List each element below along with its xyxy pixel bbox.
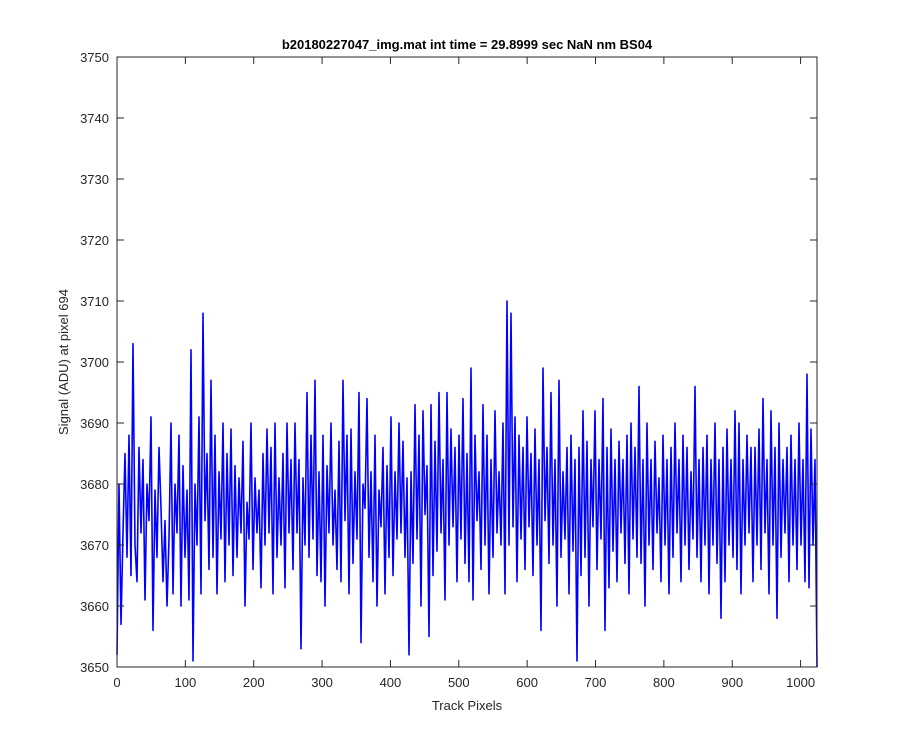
x-tick-label: 700	[585, 675, 607, 690]
y-axis-label: Signal (ADU) at pixel 694	[56, 289, 71, 435]
x-tick-label: 500	[448, 675, 470, 690]
x-tick-label: 300	[311, 675, 333, 690]
ticks-layer: 0 100 200 300 400 500 600 700 800 900 1000 3650 3660…	[80, 50, 817, 690]
x-tick-label: 600	[516, 675, 538, 690]
series-line-0	[116, 300, 818, 668]
y-tick-label: 3740	[80, 111, 109, 126]
x-tick-label: 1000	[786, 675, 815, 690]
y-tick-label: 3680	[80, 477, 109, 492]
y-tick-label: 3720	[80, 233, 109, 248]
series-layer	[116, 300, 818, 668]
chart-title: b20180227047_img.mat int time = 29.8999 …	[282, 37, 653, 52]
y-tick-label: 3730	[80, 172, 109, 187]
y-tick-label: 3670	[80, 538, 109, 553]
x-tick-label: 0	[113, 675, 120, 690]
y-tick-label: 3750	[80, 50, 109, 65]
y-tick-label: 3660	[80, 599, 109, 614]
y-tick-label: 3700	[80, 355, 109, 370]
x-tick-label: 400	[380, 675, 402, 690]
x-tick-label: 900	[721, 675, 743, 690]
x-axis-label: Track Pixels	[432, 698, 503, 713]
x-tick-label: 800	[653, 675, 675, 690]
y-tick-label: 3690	[80, 416, 109, 431]
x-tick-label: 100	[175, 675, 197, 690]
plot-area	[117, 57, 817, 667]
y-tick-label: 3650	[80, 660, 109, 675]
y-tick-label: 3710	[80, 294, 109, 309]
x-tick-label: 200	[243, 675, 265, 690]
